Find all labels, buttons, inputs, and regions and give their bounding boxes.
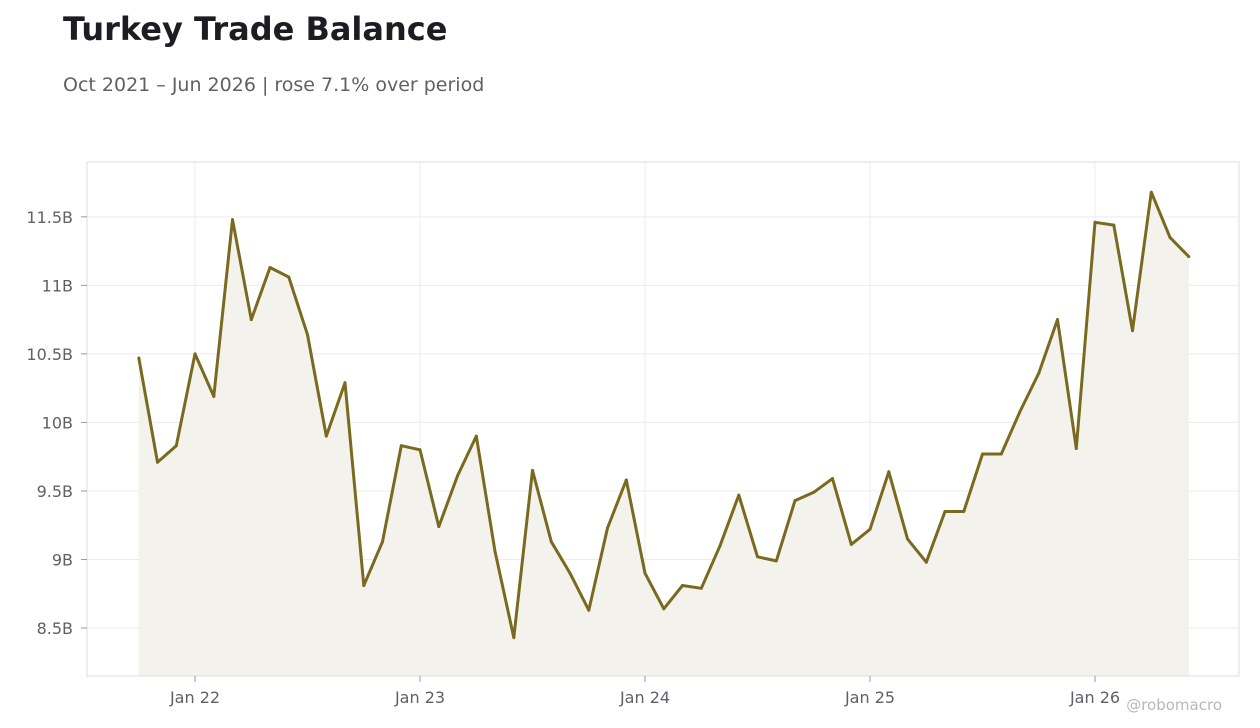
data-point (962, 510, 966, 513)
watermark: @robomacro (1126, 696, 1222, 714)
data-point (137, 356, 141, 360)
data-point (831, 477, 834, 481)
data-point (249, 318, 253, 322)
data-point (512, 636, 516, 640)
data-point (1074, 447, 1078, 450)
data-point (1131, 329, 1134, 333)
y-tick-label: 10.5B (26, 345, 73, 364)
data-point (456, 474, 459, 478)
data-point (774, 559, 778, 563)
data-point (549, 540, 553, 544)
data-point (624, 478, 628, 482)
data-point (681, 584, 684, 587)
data-point (1112, 223, 1116, 227)
data-points (137, 190, 1191, 640)
data-point (887, 470, 891, 474)
data-point (906, 537, 909, 541)
data-point (737, 493, 741, 497)
y-tick-label: 9B (52, 550, 73, 569)
y-tick-label: 11B (42, 276, 73, 295)
data-point (343, 381, 347, 385)
data-point (643, 571, 647, 575)
data-point (306, 333, 309, 337)
data-point (849, 542, 853, 546)
data-point (437, 525, 441, 529)
x-tick-label: Jan 23 (394, 688, 445, 707)
data-point (268, 266, 272, 269)
data-point (981, 452, 984, 456)
area-fill (138, 192, 1189, 676)
data-point (1187, 255, 1191, 259)
x-tick-label: Jan 25 (844, 688, 895, 707)
data-point (587, 608, 591, 612)
data-point (231, 218, 234, 222)
data-point (1149, 190, 1153, 194)
data-point (212, 394, 216, 398)
x-tick-label: Jan 26 (1069, 688, 1120, 707)
data-point (812, 490, 816, 494)
data-point (1093, 220, 1097, 224)
data-point (287, 275, 291, 279)
data-point (943, 510, 947, 513)
data-point (699, 586, 703, 590)
data-point (568, 571, 572, 575)
x-tick-label: Jan 24 (619, 688, 670, 707)
data-point (493, 549, 497, 553)
data-point (324, 434, 328, 438)
data-point (1018, 410, 1022, 413)
data-point (418, 448, 422, 452)
data-point (924, 560, 928, 564)
data-point (381, 540, 384, 544)
data-point (156, 460, 159, 464)
data-point (1168, 235, 1172, 239)
y-tick-label: 8.5B (37, 619, 73, 638)
data-point (793, 499, 797, 503)
y-tick-label: 11.5B (26, 208, 73, 227)
y-axis: 8.5B 9B 9.5B 10B 10.5B 11B 11.5B (26, 208, 87, 638)
data-point (868, 527, 872, 531)
data-point (718, 544, 722, 548)
data-point (531, 468, 534, 472)
data-point (1037, 371, 1041, 375)
data-point (756, 555, 759, 559)
data-point (399, 444, 403, 448)
chart-subtitle: Oct 2021 – Jun 2026 | rose 7.1% over per… (63, 74, 485, 96)
data-point (193, 352, 197, 356)
data-point (662, 607, 666, 611)
data-point (606, 526, 609, 530)
x-axis: Jan 22 Jan 23 Jan 24 Jan 25 Jan 26 (169, 676, 1120, 707)
x-tick-label: Jan 22 (169, 688, 220, 707)
plot-frame (86, 161, 1240, 677)
data-point (474, 434, 478, 438)
data-point (174, 444, 178, 448)
y-tick-label: 9.5B (37, 482, 73, 501)
chart-title: Turkey Trade Balance (63, 10, 448, 48)
data-point (1056, 318, 1059, 322)
data-point (362, 584, 366, 587)
y-tick-label: 10B (42, 413, 73, 432)
data-point (999, 452, 1003, 456)
